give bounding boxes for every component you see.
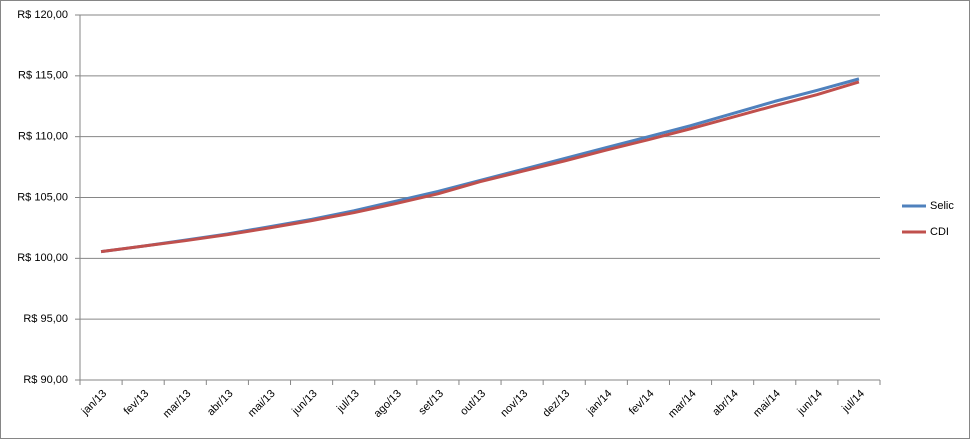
- series-line: [100, 80, 860, 254]
- y-tick-label: R$ 110,00: [18, 131, 68, 143]
- y-tick-label: R$ 115,00: [18, 70, 68, 82]
- legend-label: Selic: [930, 200, 954, 212]
- y-tick-label: R$ 90,00: [23, 374, 68, 386]
- legend-label: CDI: [930, 226, 949, 238]
- y-tick-label: R$ 95,00: [23, 313, 68, 325]
- y-tick-label: R$ 105,00: [17, 191, 68, 203]
- y-tick-label: R$ 100,00: [17, 252, 68, 264]
- y-tick-label: R$ 120,00: [17, 9, 68, 21]
